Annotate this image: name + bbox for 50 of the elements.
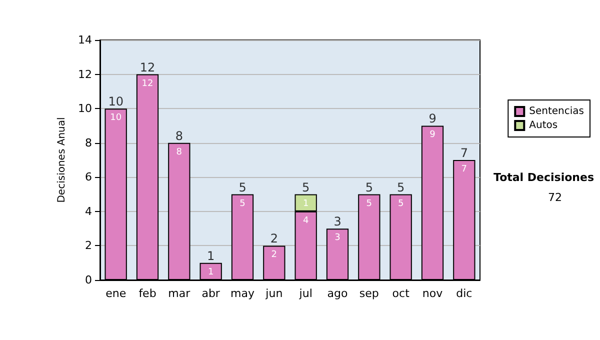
y-tick-label: 14	[78, 34, 92, 46]
total-label: 5	[238, 180, 246, 194]
total-label: 5	[302, 180, 310, 194]
y-tick-label: 8	[85, 136, 92, 150]
y-tick-label: 0	[85, 274, 92, 286]
y-tick-label: 4	[85, 204, 92, 218]
x-tick-label: nov	[422, 287, 444, 300]
x-tick-label: may	[230, 287, 255, 300]
y-tick-label: 6	[85, 170, 92, 184]
total-label: 10	[108, 94, 124, 109]
data-label: 8	[176, 147, 182, 158]
x-tick-label: oct	[392, 287, 410, 300]
data-label: 12	[142, 78, 154, 89]
data-label: 5	[240, 198, 246, 209]
data-label: 5	[398, 198, 404, 209]
total-label: 1	[207, 248, 215, 263]
data-label: 7	[461, 164, 468, 174]
data-label: 3	[334, 233, 340, 244]
total-label: 2	[270, 232, 278, 246]
x-tick-label: feb	[138, 287, 156, 300]
text: 72	[548, 191, 562, 204]
total-label: 7	[460, 146, 468, 160]
data-label: 5	[366, 198, 372, 209]
y-tick-label: 2	[85, 239, 92, 252]
x-tick-label: jul	[298, 287, 312, 300]
total-label: 5	[397, 180, 405, 194]
x-tick-label: jun	[264, 287, 283, 300]
legend-label: Autos	[529, 120, 558, 131]
data-label: 9	[430, 130, 436, 140]
x-tick-label: sep	[359, 287, 379, 300]
x-tick-label: mar	[168, 287, 191, 300]
total-label: 8	[175, 128, 183, 143]
y-tick-label: 10	[78, 102, 92, 116]
x-tick-label: abr	[202, 287, 220, 300]
y-axis-title: Decisiones Anual	[56, 117, 68, 203]
legend-label: Sentencias	[529, 106, 584, 117]
x-tick-label: ago	[327, 287, 348, 300]
data-label: 10	[110, 113, 122, 124]
total-label: 3	[334, 214, 342, 229]
total-label: 9	[428, 112, 436, 126]
y-tick-label: 12	[78, 68, 92, 81]
data-label: 1	[302, 198, 309, 209]
x-tick-label: dic	[456, 287, 472, 300]
text: Total Decisiones	[494, 171, 594, 184]
data-label: 4	[302, 216, 309, 226]
total-label: 12	[140, 60, 156, 74]
total-label: 5	[365, 180, 373, 194]
data-label: 2	[271, 250, 278, 260]
data-label: 1	[208, 267, 214, 278]
x-tick-label: ene	[106, 287, 126, 300]
